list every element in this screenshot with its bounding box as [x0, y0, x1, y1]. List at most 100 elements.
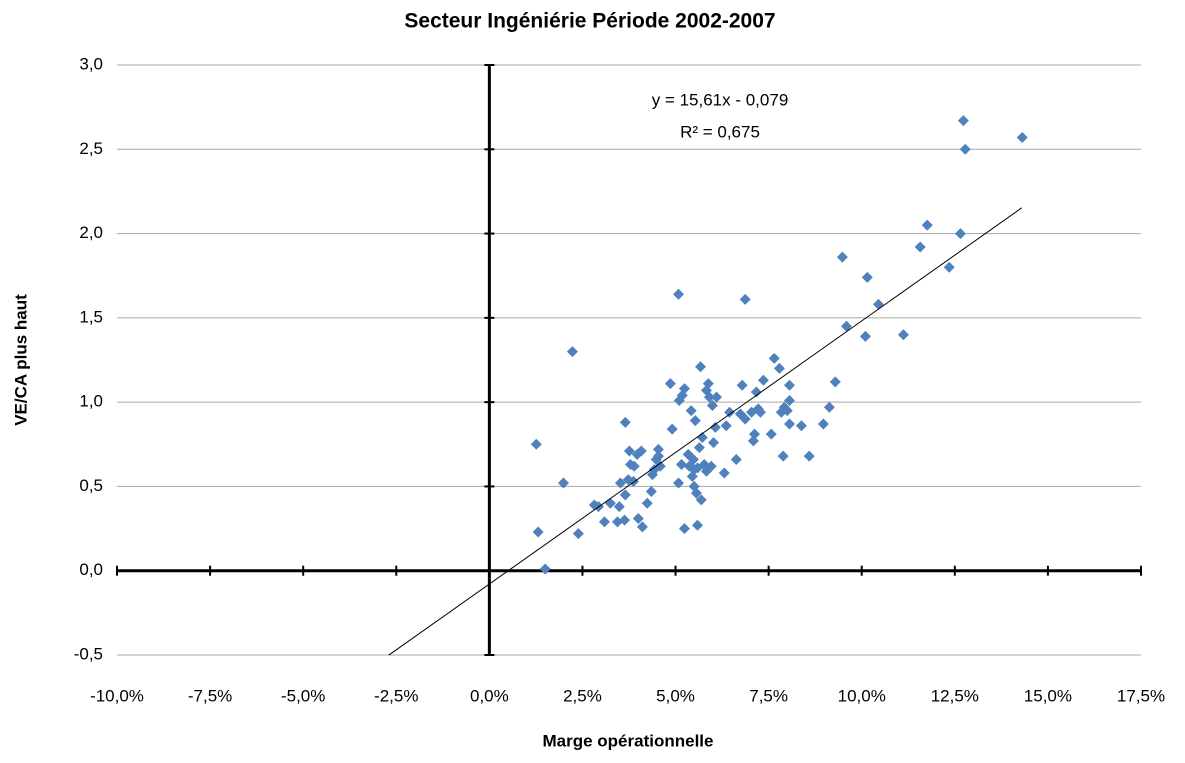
- point: [636, 521, 648, 533]
- point: [768, 352, 780, 364]
- y-tick-label: 0,0: [79, 560, 103, 579]
- point: [750, 386, 762, 398]
- point: [803, 450, 815, 462]
- x-tick-label: 7,5%: [749, 686, 788, 705]
- point: [781, 405, 793, 417]
- equation: y = 15,61x - 0,079: [652, 90, 789, 109]
- point: [783, 418, 795, 430]
- point: [614, 477, 626, 489]
- x-tick-label: 17,5%: [1117, 686, 1165, 705]
- point: [702, 378, 714, 390]
- point: [783, 379, 795, 391]
- x-tick-label: -10,0%: [90, 686, 144, 705]
- x-tick-label: 2,5%: [563, 686, 602, 705]
- point: [954, 228, 966, 240]
- point: [777, 450, 789, 462]
- point: [897, 329, 909, 341]
- point: [720, 420, 732, 432]
- point: [635, 445, 647, 457]
- point: [613, 501, 625, 513]
- point: [859, 330, 871, 342]
- x-tick-label: 0,0%: [470, 686, 509, 705]
- point: [823, 401, 835, 413]
- point: [718, 467, 730, 479]
- point: [706, 400, 718, 412]
- point: [757, 374, 769, 386]
- chart-title: Secteur Ingéniérie Période 2002-2007: [404, 10, 775, 33]
- point: [921, 219, 933, 231]
- point: [572, 528, 584, 540]
- x-tick-label: 5,0%: [656, 686, 695, 705]
- point: [530, 438, 542, 450]
- point: [943, 261, 955, 273]
- y-tick-label: 2,5: [79, 139, 103, 158]
- y-tick-label: -0,5: [74, 644, 103, 663]
- point: [693, 442, 705, 454]
- point: [836, 251, 848, 263]
- y-tick-label: 2,0: [79, 223, 103, 242]
- point: [641, 497, 653, 509]
- point: [532, 526, 544, 538]
- x-tick-label: 15,0%: [1024, 686, 1072, 705]
- point: [678, 383, 690, 395]
- point: [619, 416, 631, 428]
- point: [687, 453, 699, 465]
- point: [623, 445, 635, 457]
- point: [739, 413, 751, 425]
- point: [754, 406, 766, 418]
- point: [628, 460, 640, 472]
- point: [673, 477, 685, 489]
- point: [748, 428, 760, 440]
- x-tick-label: 12,5%: [931, 686, 979, 705]
- point: [783, 394, 795, 406]
- point: [619, 514, 631, 526]
- point: [959, 143, 971, 155]
- x-tick-label: 10,0%: [838, 686, 886, 705]
- point: [1016, 131, 1028, 143]
- point: [694, 361, 706, 373]
- point: [709, 421, 721, 433]
- point: [724, 406, 736, 418]
- point: [689, 415, 701, 427]
- y-tick-label: 1,0: [79, 392, 103, 411]
- point: [736, 379, 748, 391]
- point: [645, 485, 657, 497]
- r-squared: R² = 0,675: [680, 122, 760, 141]
- point: [747, 435, 759, 447]
- y-tick-label: 3,0: [79, 54, 103, 73]
- x-tick-label: -7,5%: [188, 686, 232, 705]
- point: [696, 432, 708, 444]
- point: [739, 293, 751, 305]
- point: [557, 477, 569, 489]
- trendline: [388, 207, 1023, 656]
- point: [690, 487, 702, 499]
- x-tick-label: -5,0%: [281, 686, 325, 705]
- point: [598, 516, 610, 528]
- point: [676, 459, 688, 471]
- point: [664, 378, 676, 390]
- y-tick-label: 0,5: [79, 476, 103, 495]
- point: [632, 512, 644, 524]
- x-axis-label: Marge opérationnelle: [543, 731, 714, 750]
- point: [695, 494, 707, 506]
- point: [765, 428, 777, 440]
- point: [829, 376, 841, 388]
- point: [861, 271, 873, 283]
- point: [914, 241, 926, 253]
- point: [817, 418, 829, 430]
- x-tick-label: -2,5%: [374, 686, 418, 705]
- point: [773, 362, 785, 374]
- point: [840, 320, 852, 332]
- point: [539, 563, 551, 575]
- point: [711, 391, 723, 403]
- point: [673, 288, 685, 300]
- y-tick-label: 1,5: [79, 307, 103, 326]
- point: [685, 405, 697, 417]
- point: [730, 453, 742, 465]
- point: [692, 519, 704, 531]
- point: [957, 115, 969, 127]
- point: [652, 450, 664, 462]
- point: [703, 391, 715, 403]
